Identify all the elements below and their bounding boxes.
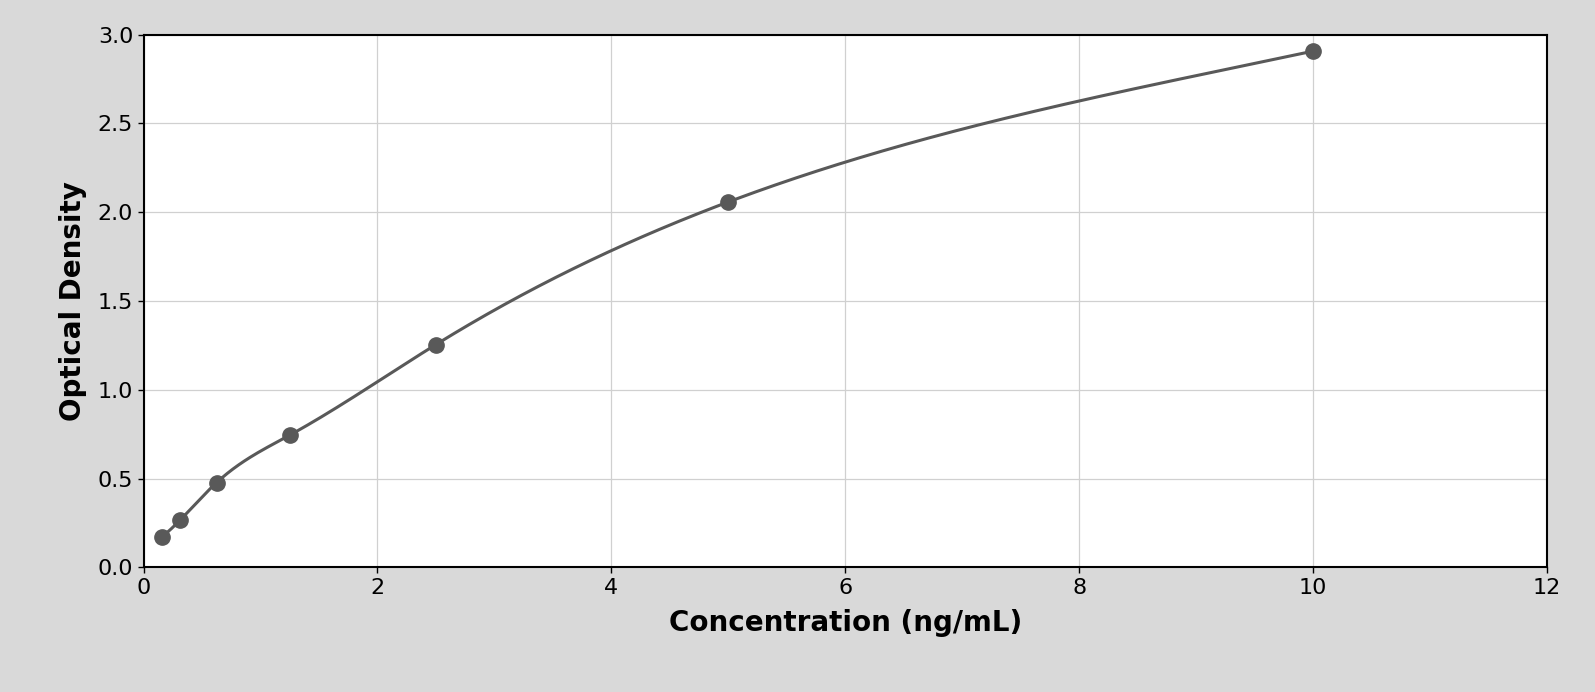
Point [716, 197, 742, 208]
Y-axis label: Optical Density: Optical Density [59, 181, 86, 421]
Point [1300, 46, 1325, 57]
X-axis label: Concentration (ng/mL): Concentration (ng/mL) [668, 609, 1022, 637]
Point [148, 531, 174, 543]
Point [278, 430, 303, 441]
Point [423, 339, 448, 350]
Point [167, 514, 193, 525]
Point [204, 477, 230, 488]
